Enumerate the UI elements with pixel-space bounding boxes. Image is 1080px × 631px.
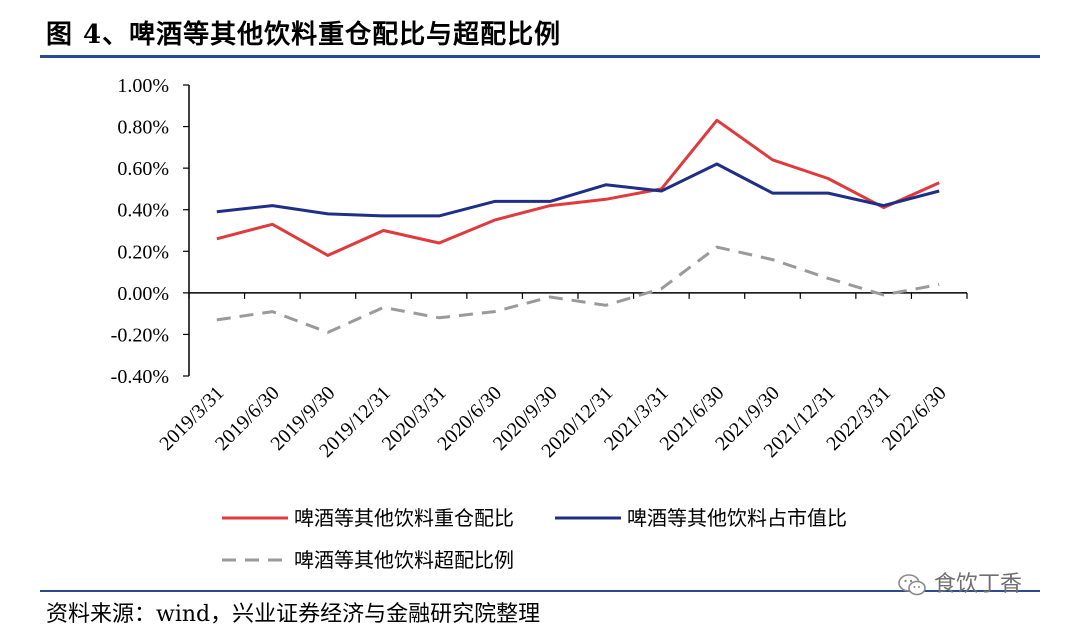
series-line-1 — [216, 118, 940, 257]
legend-label-2: 啤酒等其他饮料占市值比 — [627, 507, 847, 530]
wechat-icon — [898, 574, 926, 596]
y-tick-label: -0.40% — [111, 366, 169, 388]
y-tick-label: 0.00% — [117, 283, 169, 305]
source-note: 资料来源：wind，兴业证券经济与金融研究院整理 — [46, 602, 541, 627]
watermark: 食饮丁香 — [898, 566, 1022, 598]
y-tick-label: 0.40% — [117, 200, 169, 222]
series-line-3 — [216, 245, 940, 334]
title-rule — [40, 55, 1040, 58]
y-tick-label: 0.20% — [117, 241, 169, 263]
legend-label-1: 啤酒等其他饮料重仓配比 — [294, 507, 514, 530]
y-tick-label: -0.20% — [111, 324, 169, 346]
y-tick-label: 0.60% — [117, 158, 169, 180]
watermark-text: 食饮丁香 — [934, 572, 1023, 597]
footer-rule — [40, 590, 1040, 592]
figure-title: 图 4、啤酒等其他饮料重仓配比与超配比例 — [46, 20, 562, 50]
y-tick-label: 0.80% — [117, 117, 169, 139]
series-line-2 — [216, 162, 940, 218]
legend-label-3: 啤酒等其他饮料超配比例 — [294, 549, 514, 572]
y-tick-label: 1.00% — [117, 75, 169, 97]
